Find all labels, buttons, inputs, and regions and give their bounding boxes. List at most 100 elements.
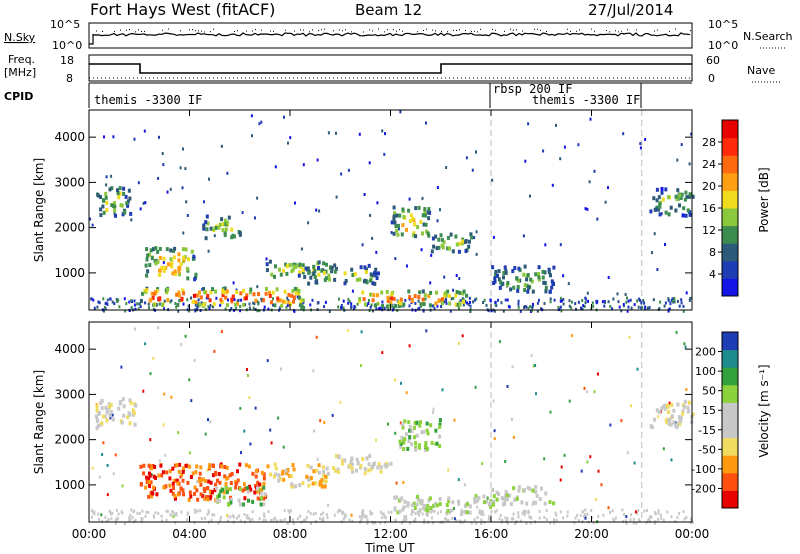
range-cell: [351, 519, 354, 523]
range-cell: [657, 509, 660, 512]
range-cell: [574, 302, 577, 306]
range-cell: [157, 176, 160, 180]
range-cell: [427, 233, 431, 238]
range-cell: [592, 521, 595, 525]
range-cell: [364, 270, 368, 275]
range-cell: [685, 516, 688, 519]
range-cell: [117, 298, 120, 302]
range-cell: [499, 280, 503, 285]
range-cell: [181, 470, 185, 474]
range-cell: [530, 354, 533, 357]
range-cell: [552, 265, 556, 270]
range-cell: [221, 293, 225, 298]
range-cell: [245, 516, 248, 520]
range-cell: [504, 489, 508, 494]
range-cell: [172, 486, 175, 491]
range-cell: [290, 482, 294, 487]
range-cell: [679, 416, 683, 421]
range-cell: [195, 488, 199, 493]
range-cell: [497, 269, 501, 274]
range-cell: [482, 494, 486, 499]
range-cell: [416, 225, 420, 230]
range-cell: [414, 517, 417, 521]
range-cell: [377, 307, 380, 311]
range-cell: [168, 476, 172, 481]
range-cell: [473, 518, 476, 521]
range-cell: [446, 289, 450, 294]
colorbar-segment: [722, 190, 738, 209]
range-cell: [584, 301, 587, 305]
range-cell: [373, 461, 376, 466]
range-cell: [275, 519, 278, 523]
range-cell: [256, 196, 259, 200]
range-cell: [691, 194, 695, 199]
colorbar-tick-label: 50: [702, 385, 716, 398]
range-cell: [215, 495, 219, 499]
range-cell: [317, 266, 320, 270]
range-cell: [126, 415, 130, 420]
range-cell: [273, 303, 277, 308]
range-cell: [128, 412, 132, 417]
range-cell: [270, 272, 274, 277]
range-cell: [207, 249, 210, 253]
range-cell: [162, 163, 165, 167]
range-cell: [277, 478, 281, 483]
range-cell: [593, 169, 596, 173]
range-cell: [381, 351, 384, 355]
range-cell: [154, 246, 158, 251]
range-cell: [98, 301, 101, 305]
range-cell: [151, 296, 155, 300]
range-cell: [105, 418, 109, 423]
range-cell: [195, 464, 199, 469]
range-cell: [262, 502, 266, 507]
range-cell: [181, 488, 185, 493]
range-cell: [538, 298, 540, 302]
range-cell: [134, 518, 137, 522]
range-cell: [162, 423, 165, 427]
range-cell: [664, 243, 666, 246]
range-cell: [274, 516, 276, 520]
range-cell: [559, 157, 562, 161]
range-cell: [389, 296, 392, 300]
range-cell: [196, 293, 200, 298]
range-cell: [549, 273, 552, 278]
range-cell: [146, 253, 150, 258]
range-cell: [553, 518, 556, 522]
range-cell: [517, 511, 520, 515]
range-cell: [475, 150, 477, 154]
range-cell: [502, 309, 505, 313]
colorbar-tick-label: 15: [702, 404, 716, 417]
range-cell: [379, 465, 383, 470]
range-cell: [340, 172, 343, 176]
range-cell: [324, 474, 328, 479]
range-cell: [123, 210, 127, 215]
range-cell: [273, 274, 276, 279]
colorbar-tick-label: 8: [709, 246, 716, 259]
range-cell: [212, 302, 216, 307]
nsearch-tick-high: 10^5: [708, 18, 738, 31]
range-cell: [666, 510, 669, 514]
range-cell: [139, 482, 143, 487]
range-cell: [503, 498, 507, 503]
range-cell: [401, 425, 405, 430]
range-cell: [358, 299, 362, 304]
range-cell: [470, 235, 474, 240]
range-cell: [643, 509, 646, 513]
range-cell: [469, 300, 471, 304]
nsky-tick-high: 10^5: [50, 18, 80, 31]
range-cell: [274, 165, 277, 169]
range-cell: [601, 300, 604, 304]
range-cell: [129, 513, 132, 517]
nave-label: Nave: [747, 64, 775, 77]
range-cell: [322, 473, 326, 478]
range-cell: [260, 120, 263, 124]
range-cell: [641, 306, 644, 310]
range-cell: [270, 300, 273, 305]
range-cell: [432, 410, 434, 414]
range-cell: [294, 291, 298, 296]
range-cell: [361, 243, 364, 247]
range-cell: [99, 195, 102, 199]
range-cell: [477, 496, 481, 501]
range-cell: [432, 244, 436, 249]
range-cell: [186, 214, 189, 217]
